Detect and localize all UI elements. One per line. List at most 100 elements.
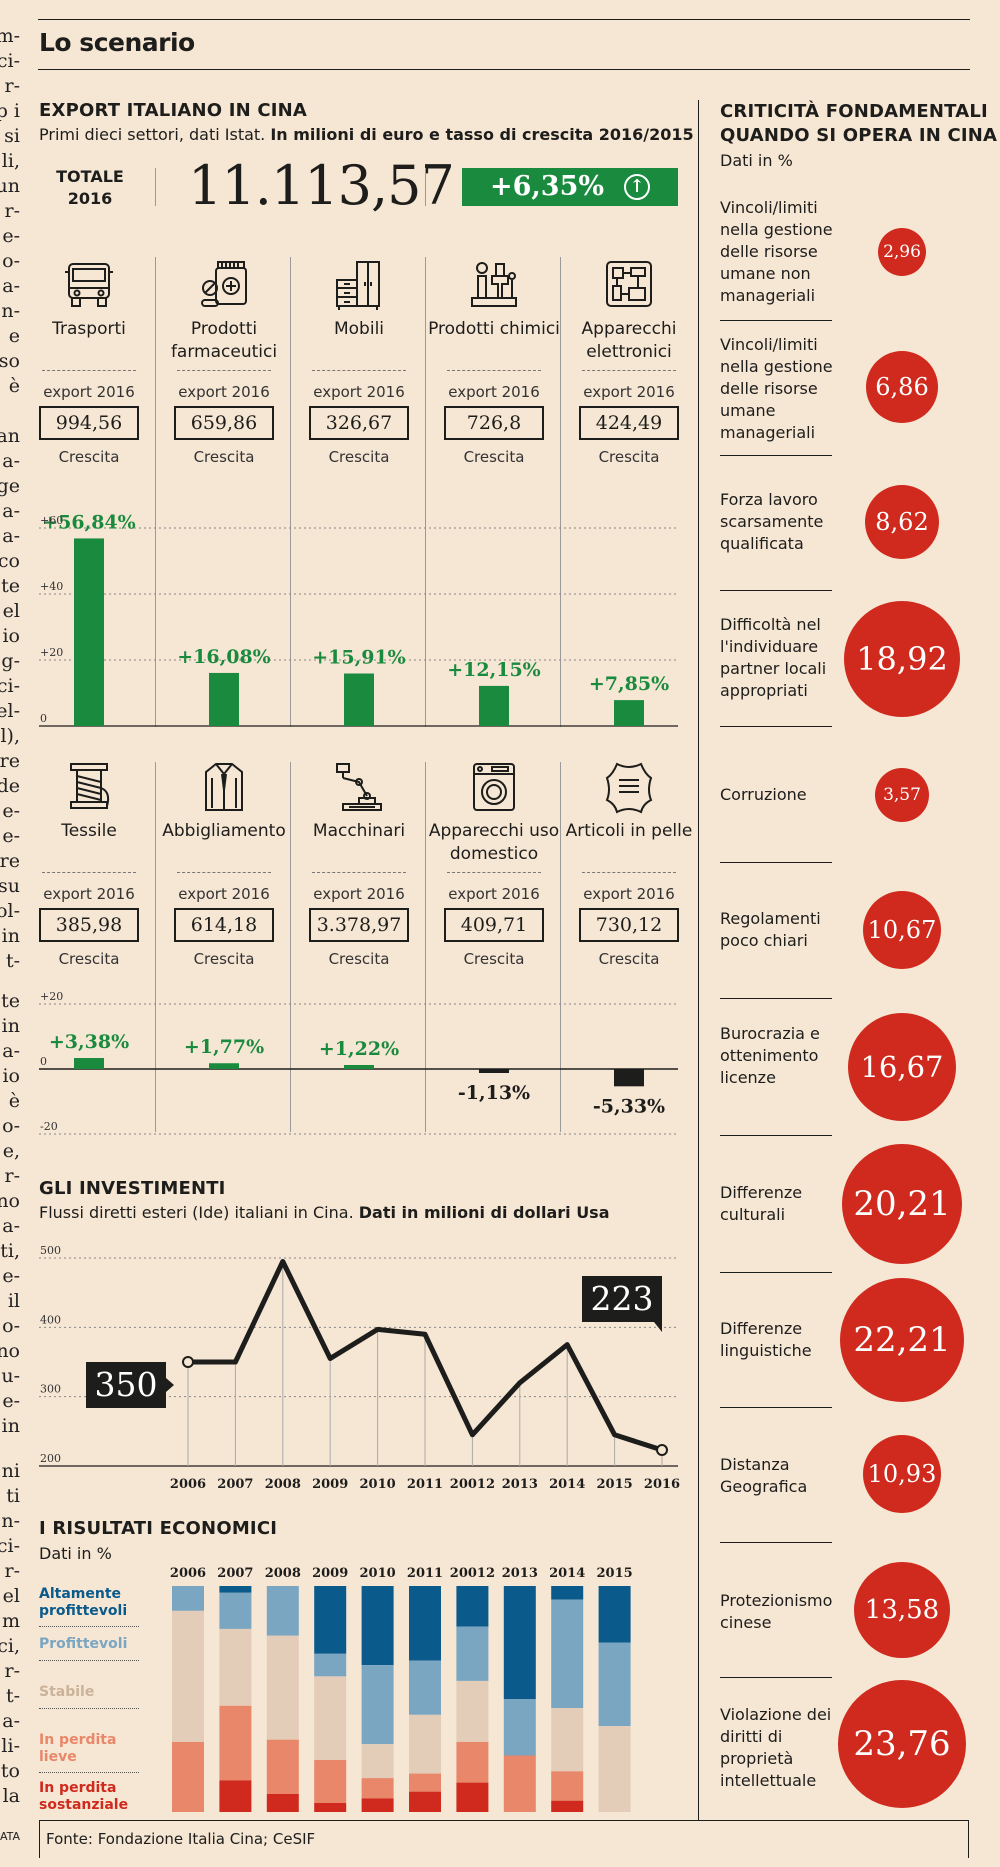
criticita-label: Vincoli/limiti nella gestione delle riso… [720,335,833,442]
criticita-label: Difficoltà nel l'individuare partner loc… [720,615,827,700]
y-axis-label: 200 [40,1452,61,1465]
y-axis-label: -20 [40,1120,58,1133]
stack-segment-stabile [266,1635,299,1740]
criticita-separator [720,998,832,999]
y-axis-label: 400 [40,1313,61,1326]
side-text-fragment: in [1,925,20,947]
side-text-fragment: a- [2,525,20,547]
growth-value-label: +7,85% [589,673,669,695]
side-text-fragment: ge [0,475,20,497]
growth-label: Crescita [58,448,120,466]
sector-prodotti-farmaceutici: Prodotti farmaceutici export 2016 659,86 Cr… [157,258,291,466]
stack-segment-in-perdita-lieve [314,1760,347,1803]
side-text-fragment: r- [4,1165,20,1187]
leather-icon [603,760,655,814]
sector-name: Abbigliamento [162,821,286,841]
export-label: export 2016 [448,383,540,401]
side-text-fragment: si [4,125,20,147]
year-label: 2010 [360,1566,396,1581]
sector-separator [155,257,156,727]
criticita-circle: 20,21 [842,1144,962,1264]
sector-divider [42,370,136,371]
stack-segment-stabile [598,1726,631,1812]
total-label-line1: TOTALE [56,167,124,186]
side-text-fragment: a- [2,500,20,522]
export-subtitle-bold: In milioni di euro e tasso di crescita 2… [270,125,694,144]
stack-segment-profittevoli [172,1586,204,1611]
criticita-separator [720,320,832,321]
side-text-fragment: ci- [0,675,20,697]
criticita-label: Regolamenti poco chiari [720,909,821,950]
sector-divider [42,872,136,873]
side-text-fragment: o- [2,250,20,272]
x-axis-label: 2009 [312,1477,348,1490]
legend-label: Stabile [39,1684,95,1700]
chemicals-icon [468,258,520,312]
source-note: Fonte: Fondazione Italia Cina; CeSIF [39,1820,969,1858]
legend-label: In perdita [39,1732,117,1748]
year-label: 2015 [597,1566,633,1581]
side-text-fragment: m [1,1610,20,1632]
export-label: export 2016 [43,383,135,401]
truck-icon [63,258,115,312]
total-growth-value: +6,35% [490,171,605,202]
side-text-fragment: li- [1,1735,20,1757]
export-growth-chart: +56,84% +16,08% +15,91% +12,15% +7,85% +3,38%… [39,511,678,1135]
legend-item: Profittevoli [39,1636,127,1653]
results-stacked-chart: 2006 2007 2008 2009 2010 2011 20012 2013 2014 201… [170,1566,633,1812]
criticita-circle: 10,67 [863,891,941,969]
sector-divider [177,370,271,371]
side-text-fragment: ti [6,1485,20,1507]
side-text-fragment: g- [1,650,20,672]
year-label: 2009 [312,1566,348,1581]
stack-segment-altamente-profittevoli [598,1586,631,1643]
criticita-separator [720,862,832,863]
criticita-label: Protezionismo cinese [720,1591,833,1632]
side-text-fragment: e- [2,800,20,822]
side-text-fragment: o- [2,1115,20,1137]
year-label: 2014 [549,1566,585,1581]
criticita-label: Distanza Geografica [720,1455,808,1496]
side-text-fragment: n- [1,1510,20,1532]
y-axis-label: 0 [40,1055,47,1068]
side-text-fragment: è [8,375,20,397]
sector-name: Apparecchi elettronici [581,319,677,362]
side-text-fragment: o- [2,1315,20,1337]
y-axis-label: +20 [40,990,63,1003]
year-label: 2008 [265,1566,301,1581]
side-text-fragment: l), [0,725,20,747]
export-value: 994,56 [39,406,139,440]
side-text-fragment: re [0,850,20,872]
sector-name: Prodotti farmaceutici [170,319,278,362]
legend-label: Altamente [39,1586,122,1602]
growth-bar [614,1069,644,1087]
stack-segment-altamente-profittevoli [314,1586,347,1654]
criticita-label: Differenze linguistiche [720,1319,812,1360]
total-sep-right [425,168,426,206]
x-axis-label: 2013 [502,1477,538,1490]
side-column-text: m-ci-r-p i si li, un r-e-o-a-n-e so è an a-ge a-a… [0,0,22,1867]
side-text-fragment: li, [1,150,20,172]
side-text-fragment: io [2,625,20,647]
start-callout-pointer [166,1378,174,1392]
results-title: I RISULTATI ECONOMICI [39,1518,278,1539]
stack-segment-in-perdita-lieve [172,1741,204,1812]
growth-value-label: +3,38% [49,1031,129,1053]
export-label: export 2016 [583,383,675,401]
side-text-fragment: de [0,775,20,797]
sector-name: Apparecchi uso domestico [428,821,560,864]
sector-name: Prodotti chimici [428,319,560,339]
robot-arm-icon [333,760,385,814]
side-text-fragment: a- [2,1215,20,1237]
side-text-fragment: ol- [0,900,20,922]
criticita-title-line1: CRITICITÀ FONDAMENTALI [720,101,988,122]
side-text-fragment: ATA [0,1830,20,1843]
sector-separator [290,762,291,1132]
side-text-fragment: r- [4,200,20,222]
legend-label: sostanziale [39,1797,129,1813]
export-value: 409,71 [444,908,544,942]
stack-segment-altamente-profittevoli [219,1586,252,1593]
side-text-fragment: ci- [0,50,20,72]
sector-separator [560,257,561,727]
side-text-fragment: el [2,600,20,622]
